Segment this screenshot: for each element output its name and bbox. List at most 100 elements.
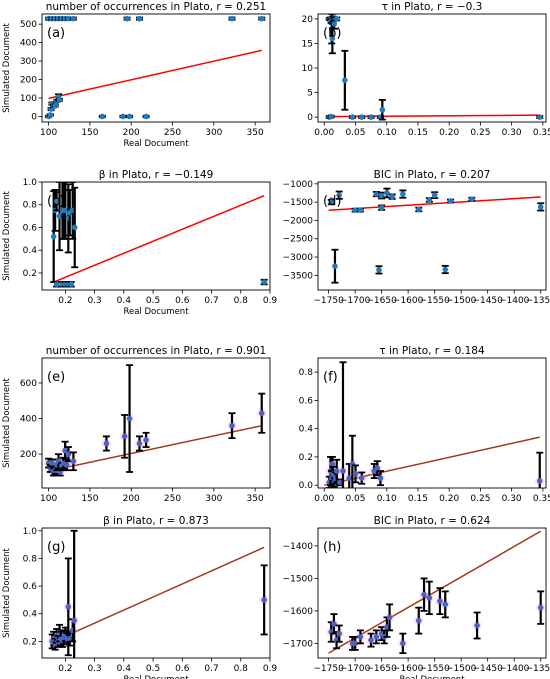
x-tick-label: −1600 (393, 296, 424, 306)
data-point (378, 192, 385, 199)
data-point (376, 267, 382, 273)
data-point (377, 475, 384, 481)
x-tick-label: 0.15 (408, 494, 428, 504)
y-tick-label: −3500 (283, 271, 314, 281)
x-tick-label: 0.6 (175, 296, 190, 306)
data-point (62, 447, 68, 454)
x-tick-label: 0.30 (502, 128, 522, 138)
fit-line (48, 424, 262, 472)
data-point (378, 204, 385, 211)
y-tick-label: −3000 (283, 253, 314, 263)
plot-area (327, 187, 545, 284)
panel-label: (e) (47, 370, 65, 385)
y-tick-label: 10 (302, 64, 314, 74)
chart-title: β in Plato, r = −0.149 (99, 169, 214, 181)
x-tick-label: 200 (123, 494, 140, 504)
x-tick-label: −1450 (472, 296, 503, 306)
x-tick-label: 0.2 (58, 664, 72, 674)
panel-label: (a) (47, 26, 65, 41)
x-tick-label: 200 (123, 128, 140, 138)
data-point (400, 191, 406, 197)
y-tick-label: 0 (307, 113, 313, 123)
data-point (415, 617, 422, 624)
x-tick-label: 150 (81, 128, 98, 138)
data-point (229, 15, 235, 22)
data-point (342, 77, 348, 84)
data-point (474, 622, 480, 629)
data-point (358, 475, 365, 481)
data-point (426, 197, 433, 203)
panel-label: (h) (323, 540, 341, 555)
data-point (329, 461, 336, 467)
data-point (50, 233, 57, 240)
data-point (333, 468, 340, 474)
panel-label: (c) (47, 194, 64, 209)
x-tick-label: 0.7 (204, 664, 218, 674)
x-tick-label: −1400 (499, 296, 530, 306)
x-tick-label: 0.9 (263, 664, 278, 674)
y-tick-label: 0.4 (299, 425, 314, 435)
data-point (126, 113, 133, 120)
x-tick-label: 0.10 (377, 128, 397, 138)
data-point (70, 458, 77, 465)
y-tick-label: −1600 (283, 607, 314, 617)
y-axis-label: Simulated Document (2, 547, 12, 637)
x-tick-label: 0.30 (502, 494, 522, 504)
data-point (358, 114, 365, 120)
y-tick-label: 200 (20, 450, 37, 460)
data-point (415, 206, 422, 213)
chart-title: BIC in Plato, r = 0.624 (374, 515, 491, 527)
x-tick-label: −1350 (525, 664, 550, 674)
y-tick-label: −1400 (283, 542, 314, 552)
y-tick-label: −2000 (283, 216, 314, 226)
chart-panel: number of occurrences in Plato, r = 0.25… (2, 1, 271, 149)
y-tick-label: 200 (20, 76, 37, 86)
y-tick-label: −1000 (283, 180, 314, 190)
y-tick-label: 5 (307, 89, 313, 99)
data-point (329, 35, 336, 42)
data-point (357, 634, 364, 640)
data-point (103, 440, 110, 447)
y-tick-label: 0.2 (299, 453, 313, 463)
plot-area (45, 15, 266, 120)
data-point (47, 112, 54, 118)
data-point (120, 113, 126, 120)
data-point (52, 102, 59, 109)
data-point (70, 15, 77, 22)
x-tick-label: 0.15 (408, 128, 428, 138)
data-point (261, 597, 267, 603)
x-tick-label: −1350 (525, 296, 550, 306)
y-tick-label: 0.6 (23, 582, 38, 592)
chart-panel: number of occurrences in Plato, r = 0.90… (2, 345, 271, 504)
x-tick-label: 0.4 (117, 296, 132, 306)
data-point (328, 113, 334, 120)
data-point (71, 617, 77, 624)
data-point (71, 224, 78, 231)
y-tick-label: 0.2 (23, 269, 37, 279)
x-tick-label: 0.6 (175, 664, 190, 674)
chart-panel: β in Plato, r = 0.873 0.2 0.3 0.4 0.5 0.6 0.7 0… (2, 515, 277, 679)
data-point (68, 281, 75, 288)
data-point (143, 113, 149, 120)
data-point (53, 281, 60, 288)
x-tick-label: 250 (164, 128, 181, 138)
y-tick-label: 0.4 (23, 610, 38, 620)
chart-panel: β in Plato, r = −0.149 0.2 0.3 0.4 0.5 0.6 0.7… (2, 169, 277, 317)
data-point (336, 192, 343, 198)
data-point (468, 196, 475, 203)
data-point (258, 15, 265, 22)
axes-frame (41, 13, 271, 123)
y-tick-label: 0.6 (299, 396, 314, 406)
y-tick-label: 1.0 (23, 178, 38, 188)
data-point (536, 114, 543, 120)
data-point (53, 198, 60, 205)
data-point (368, 114, 374, 120)
chart-title: β in Plato, r = 0.873 (103, 515, 209, 527)
fit-line (53, 194, 265, 283)
y-tick-label: 600 (20, 379, 37, 389)
y-tick-label: 400 (20, 415, 37, 425)
data-point (328, 199, 335, 205)
data-point (437, 598, 443, 604)
x-tick-label: 150 (81, 494, 98, 504)
